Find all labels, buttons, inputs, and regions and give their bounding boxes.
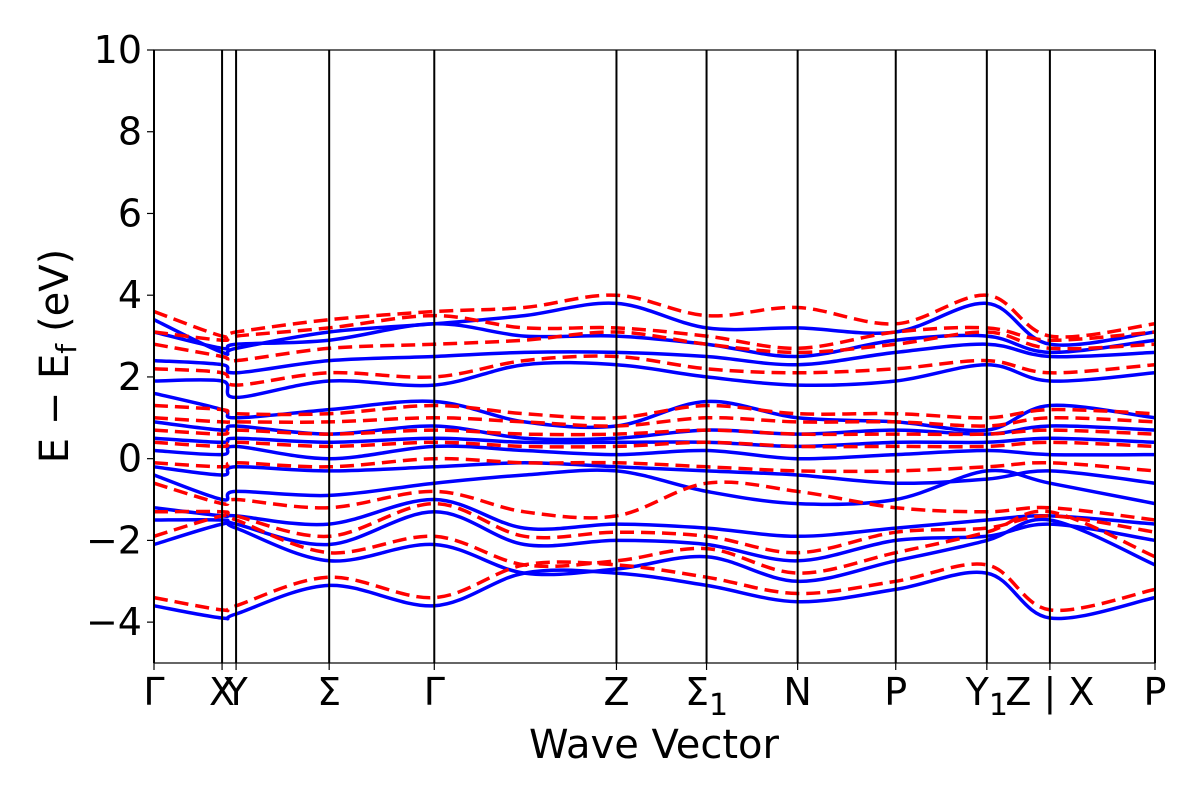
y-axis-title-main: E − E <box>32 354 78 464</box>
x-tick-label: P <box>884 670 907 714</box>
x-axis: Γ XY Σ Γ Z Σ1 N P Y1Z | X P <box>143 663 1166 723</box>
solid-band-line <box>153 497 1156 539</box>
x-tick-label: Z | X <box>1005 670 1094 715</box>
solid-band-line <box>153 360 1156 400</box>
solid-band-line <box>153 517 1156 584</box>
y-tick-label: 10 <box>94 28 142 72</box>
x-tick-label: X <box>209 670 235 714</box>
y-axis-title-unit: (eV) <box>32 249 78 332</box>
y-axis-title: E − Ef (eV) <box>32 249 83 464</box>
y-tick-label: −4 <box>86 600 142 644</box>
x-tick-label: Σ1 <box>685 670 728 723</box>
y-tick-label: 4 <box>118 273 142 317</box>
solid-band-line <box>153 444 1156 461</box>
x-tick-label: Y1 <box>965 670 1008 723</box>
x-tick-label: Σ <box>317 670 341 714</box>
kpoint-lines <box>153 50 1156 663</box>
x-tick-label: Z <box>603 670 629 714</box>
y-axis: −4 −2 0 2 4 6 8 10 <box>86 28 154 644</box>
y-tick-label: 0 <box>118 437 142 481</box>
y-axis-title-sub: f <box>50 343 83 354</box>
x-axis-title: Wave Vector <box>529 722 780 768</box>
bands-layer <box>153 293 1156 621</box>
x-tick-label: Y <box>223 670 248 714</box>
x-tick-label: Γ <box>143 670 164 714</box>
x-tick-label: N <box>783 670 811 714</box>
dashed-band-line <box>153 415 1156 428</box>
x-tick-label: Γ <box>424 670 445 714</box>
plot-frame <box>153 49 1156 664</box>
dashed-band-line <box>153 560 1156 613</box>
x-tick-label: P <box>1144 670 1167 714</box>
y-tick-label: 6 <box>118 191 142 235</box>
dashed-band-line <box>153 480 1156 522</box>
y-tick-label: 2 <box>118 355 142 399</box>
y-tick-label: 8 <box>118 110 142 154</box>
y-tick-label: −2 <box>86 518 142 562</box>
solid-band-line <box>153 568 1156 621</box>
